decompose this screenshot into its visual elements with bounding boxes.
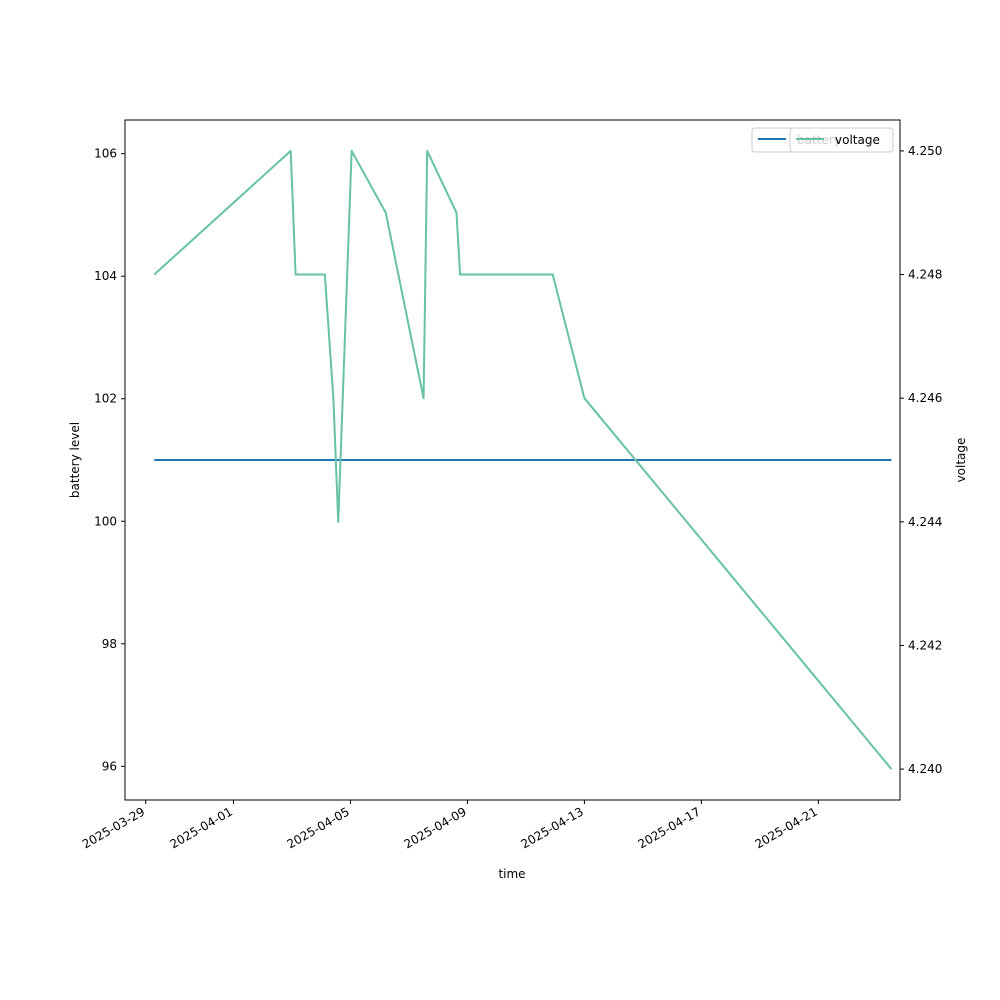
y-tick-label-right: 4.240 bbox=[908, 762, 942, 776]
y-tick-label-left: 102 bbox=[94, 392, 117, 406]
y-tick-label-right: 4.248 bbox=[908, 268, 942, 282]
y-axis-left: 96 98 100 102 104 106 bbox=[94, 147, 125, 773]
y-tick-label-left: 106 bbox=[94, 147, 117, 161]
y-tick-label-right: 4.242 bbox=[908, 638, 942, 652]
y-tick-label-left: 98 bbox=[102, 637, 117, 651]
y-tick-label-left: 100 bbox=[94, 514, 117, 528]
legend-voltage: voltage bbox=[789, 127, 894, 153]
x-axis-label: time bbox=[498, 867, 525, 881]
series-line-voltage bbox=[153, 149, 893, 770]
legend-box bbox=[789, 127, 894, 153]
y-tick-label-left: 104 bbox=[94, 269, 117, 283]
series-layer bbox=[153, 149, 893, 770]
legend-text-voltage: voltage bbox=[835, 133, 880, 147]
y-tick-label-right: 4.246 bbox=[908, 391, 942, 405]
y-axis-label-left: battery level bbox=[68, 422, 82, 498]
y-tick-label-left: 96 bbox=[102, 759, 117, 773]
plot-frame bbox=[124, 119, 901, 801]
y-axis-label-right: voltage bbox=[954, 438, 968, 483]
y-tick-label-right: 4.244 bbox=[908, 515, 942, 529]
y-axis-right: 4.240 4.242 4.244 4.246 4.248 4.250 bbox=[900, 144, 942, 776]
y-tick-label-right: 4.250 bbox=[908, 144, 942, 158]
